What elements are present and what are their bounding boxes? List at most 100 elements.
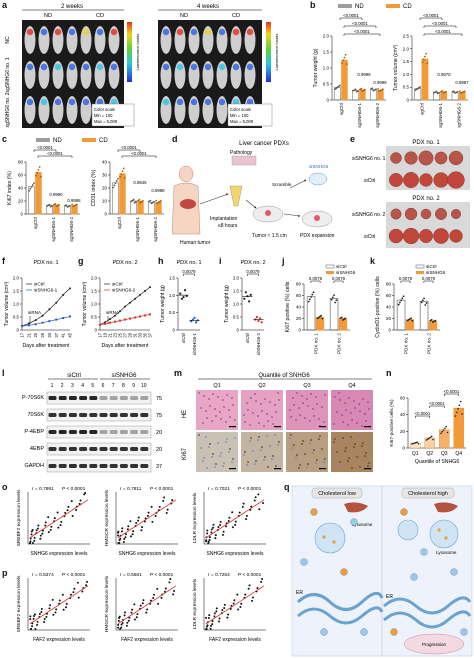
stain-dot: [304, 453, 306, 455]
y-axis-label: Tumor volume (cm³): [4, 281, 10, 326]
quantile-label: Q2: [258, 383, 265, 389]
data-point: [456, 411, 458, 414]
nucleus-dot: [250, 397, 252, 399]
y-tick-label: 1.0: [169, 293, 176, 298]
legend-label: siSNHG6: [336, 270, 356, 275]
blot-label: P-4EBP: [24, 429, 44, 435]
nucleus-dot: [198, 392, 200, 394]
svg-text:ER: ER: [386, 594, 393, 600]
col-cd-1: CD: [96, 13, 104, 19]
stain-dot: [234, 437, 236, 439]
svg-text:Lysosome: Lysosome: [436, 550, 457, 555]
y-tick-label: 80: [296, 282, 302, 287]
stain-dot: [222, 465, 224, 467]
row-sg1: sgSNHG6 no. 1: [5, 57, 11, 92]
regression-line: [29, 499, 89, 539]
data-point: [124, 305, 126, 308]
data-point: [333, 294, 335, 297]
liver-icon-right: [434, 502, 458, 513]
stain-dot: [350, 436, 352, 438]
x-tick-label: 33: [47, 332, 52, 337]
y-tick-label: 80: [386, 282, 392, 287]
he-image: [196, 390, 238, 430]
bar: [428, 320, 438, 331]
p-value: 0.0079: [182, 269, 196, 274]
stain-dot: [257, 439, 259, 441]
data-point: [213, 615, 216, 618]
data-point: [182, 295, 185, 299]
data-point: [55, 318, 58, 321]
blot-label: 4EBP: [30, 446, 44, 452]
data-point: [33, 536, 36, 539]
x-tick-label: 31: [133, 332, 138, 337]
molecular-weight: 20: [156, 430, 162, 436]
data-point: [114, 182, 117, 185]
luminescence-spot: [204, 28, 212, 36]
luminescence-spot: [26, 28, 34, 36]
data-point: [158, 505, 161, 508]
stain-dot: [324, 458, 326, 460]
y-tick-label: 1.5: [323, 50, 330, 55]
p-value: 0.9987: [455, 80, 469, 85]
luminescence-spot: [204, 98, 212, 106]
data-point: [435, 90, 438, 93]
stain-dot: [354, 443, 356, 445]
regression-line: [117, 499, 177, 539]
nucleus-dot: [362, 398, 364, 400]
stain-dot: [260, 449, 262, 451]
p-bracket: [121, 155, 157, 158]
data-point: [133, 603, 136, 606]
nucleus-dot: [310, 393, 312, 395]
tumor: [404, 207, 418, 221]
data-point: [240, 602, 243, 605]
data-point: [121, 170, 124, 173]
data-point: [38, 612, 41, 615]
stain-dot: [271, 458, 273, 460]
er-left: [296, 591, 384, 611]
p-value: P < 0.0001: [238, 486, 262, 492]
data-point: [424, 55, 426, 58]
blot-band: [79, 430, 88, 434]
y-axis-label: CyclinD1-positive (%) cells: [375, 276, 381, 338]
data-point: [119, 310, 121, 313]
x-axis-label: FAF2 expression levels: [121, 637, 173, 643]
data-point: [131, 533, 134, 536]
data-point: [375, 88, 377, 91]
bar: [458, 92, 466, 101]
panel-a-imaging: 2 weeks 4 weeks ND CD ND CD NC sgSNHG6 n…: [5, 4, 279, 128]
stain-dot: [246, 464, 248, 466]
data-point: [210, 528, 213, 531]
data-point: [38, 166, 41, 168]
data-point: [250, 505, 253, 508]
x-axis-label: SNHG6 expression levels: [119, 551, 176, 557]
data-point: [129, 535, 132, 538]
data-point: [41, 314, 44, 317]
stain-dot: [298, 467, 300, 469]
data-point: [66, 509, 69, 512]
data-point: [155, 199, 157, 202]
data-point: [27, 324, 30, 327]
data-point: [397, 303, 400, 306]
x-tick-label: 27: [123, 332, 128, 337]
tumor: [390, 152, 402, 164]
liver-icon-left: [344, 502, 368, 513]
svg-text:PDX no. 2: PDX no. 2: [412, 196, 440, 202]
nucleus-dot: [272, 423, 274, 425]
lane-number: 2: [61, 383, 64, 389]
row-nc: NC: [5, 36, 11, 44]
data-point: [104, 321, 106, 324]
stain-dot: [255, 460, 257, 462]
data-point: [218, 617, 221, 620]
panel-label-l: l: [2, 368, 5, 378]
stain-dot: [368, 462, 370, 464]
x-tick-label: 35: [143, 332, 148, 337]
data-point: [166, 508, 169, 511]
data-point: [381, 88, 384, 91]
data-point: [48, 203, 51, 206]
vesicle: [350, 518, 358, 526]
lane-number: 5: [91, 383, 94, 389]
stain-dot: [362, 442, 364, 444]
stain-dot: [269, 445, 271, 447]
nucleus-dot: [290, 416, 292, 418]
y-tick-label: 1.5: [13, 289, 20, 294]
